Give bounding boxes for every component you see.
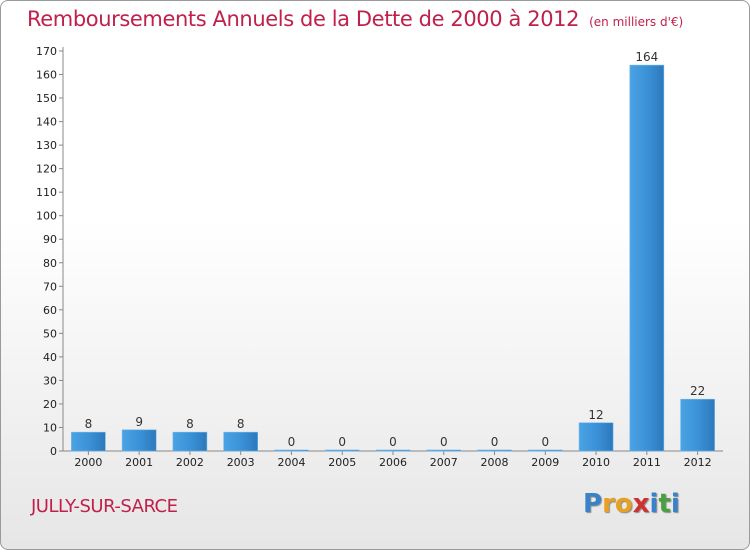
y-tick-label: 130 <box>36 139 57 152</box>
x-tick-label: 2008 <box>481 456 509 469</box>
value-label-2000: 8 <box>85 417 93 431</box>
bar-2009 <box>528 449 563 452</box>
x-tick-label: 2005 <box>328 456 356 469</box>
logo-letter: x <box>632 489 650 519</box>
bar-2004 <box>274 449 309 452</box>
chart-subtitle: (en milliers d'€) <box>589 15 684 29</box>
bar-2005 <box>324 449 360 452</box>
bar-2001 <box>121 429 157 452</box>
chart-title-text: Remboursements Annuels de la Dette de 20… <box>27 7 580 31</box>
y-tick-label: 70 <box>43 280 57 293</box>
bar-2007 <box>426 449 462 452</box>
y-tick-label: 30 <box>43 374 57 387</box>
bar-2010 <box>578 422 614 452</box>
value-label-2011: 164 <box>635 50 658 64</box>
bar-2006 <box>375 449 411 452</box>
y-tick-label: 60 <box>43 304 57 317</box>
bar-2012 <box>680 398 715 452</box>
x-tick-label: 2006 <box>379 456 407 469</box>
bar-2011 <box>629 64 665 452</box>
y-tick-label: 50 <box>43 327 57 340</box>
chart-title: Remboursements Annuels de la Dette de 20… <box>27 7 683 31</box>
x-tick-label: 2002 <box>176 456 204 469</box>
x-tick-label: 2000 <box>74 456 102 469</box>
x-tick-label: 2003 <box>227 456 255 469</box>
bar-2003 <box>223 431 258 452</box>
y-tick-label: 40 <box>43 351 57 364</box>
proxiti-logo: Proxiti <box>583 489 680 519</box>
value-label-2006: 0 <box>389 435 397 449</box>
x-tick-label: 2011 <box>633 456 661 469</box>
logo-letter: t <box>658 489 671 519</box>
y-tick-label: 110 <box>36 186 57 199</box>
value-label-2004: 0 <box>288 435 296 449</box>
y-tick-label: 90 <box>43 233 57 246</box>
x-tick-label: 2007 <box>430 456 458 469</box>
bar-2002 <box>172 431 208 452</box>
value-label-2008: 0 <box>491 435 499 449</box>
bar-2008 <box>477 449 512 452</box>
logo-letter: P <box>583 489 603 519</box>
y-tick-label: 120 <box>36 163 57 176</box>
value-label-2003: 8 <box>237 417 245 431</box>
x-tick-label: 2012 <box>684 456 712 469</box>
logo-letter: i <box>670 489 680 519</box>
x-tick-label: 2009 <box>531 456 559 469</box>
y-tick-label: 20 <box>43 398 57 411</box>
y-tick-label: 0 <box>50 445 57 458</box>
value-label-2001: 9 <box>135 415 143 429</box>
logo-letter: r <box>602 489 615 519</box>
x-tick-label: 2010 <box>582 456 610 469</box>
value-label-2009: 0 <box>541 435 549 449</box>
x-tick-label: 2004 <box>277 456 305 469</box>
city-name: JULLY-SUR-SARCE <box>31 496 178 517</box>
y-tick-label: 10 <box>43 421 57 434</box>
y-tick-label: 160 <box>36 69 57 82</box>
value-label-2007: 0 <box>440 435 448 449</box>
logo-letter: i <box>649 489 659 519</box>
value-label-2002: 8 <box>186 417 194 431</box>
y-tick-label: 170 <box>36 45 57 58</box>
value-label-2005: 0 <box>338 435 346 449</box>
value-label-2010: 12 <box>588 408 603 422</box>
value-label-2012: 22 <box>690 384 705 398</box>
y-tick-label: 100 <box>36 210 57 223</box>
bar-2000 <box>71 431 106 452</box>
y-tick-label: 140 <box>36 116 57 129</box>
y-tick-label: 150 <box>36 92 57 105</box>
x-tick-label: 2001 <box>125 456 153 469</box>
y-tick-label: 80 <box>43 257 57 270</box>
logo-letter: o <box>614 489 633 519</box>
